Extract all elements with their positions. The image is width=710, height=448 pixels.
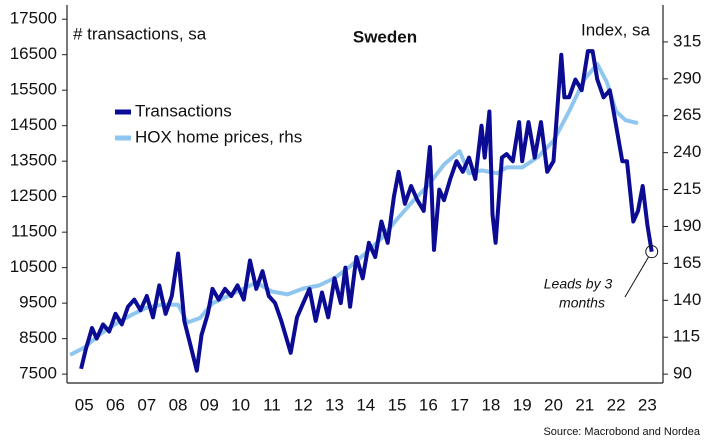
y-tick-label: 11500 <box>11 222 57 241</box>
y2-tick-label: 140 <box>673 290 701 309</box>
y2-tick-label: 165 <box>673 253 701 272</box>
series-line <box>79 49 654 373</box>
annotation: months <box>559 295 605 311</box>
y2-tick-label: 240 <box>673 142 701 161</box>
legend-label: Transactions <box>135 101 232 120</box>
y-tick-label: 12500 <box>10 186 57 205</box>
x-tick-label: 17 <box>450 395 469 414</box>
x-tick-label: 13 <box>325 395 344 414</box>
x-tick-label: 06 <box>106 395 125 414</box>
annotation-pointer <box>624 256 650 298</box>
x-tick-label: 11 <box>263 395 281 414</box>
x-tick-label: 08 <box>169 395 188 414</box>
x-tick-label: 14 <box>356 395 375 414</box>
x-tick-label: 18 <box>481 395 500 414</box>
x-tick-label: 05 <box>75 395 94 414</box>
x-tick-label: 09 <box>200 395 219 414</box>
annotation: Leads by 3 <box>544 276 613 292</box>
y2-tick-label: 265 <box>673 105 701 124</box>
x-tick-label: 15 <box>388 395 407 414</box>
x-tick-label: 22 <box>607 395 626 414</box>
annotation-circle <box>645 245 659 259</box>
y-tick-label: 13500 <box>10 151 57 170</box>
y2-axis-label: Index, sa <box>581 20 651 39</box>
y2-tick-label: 190 <box>673 216 701 235</box>
x-tick-label: 20 <box>544 395 563 414</box>
y-tick-label: 16500 <box>10 44 57 63</box>
legend-label: HOX home prices, rhs <box>135 127 302 146</box>
x-tick-label: 21 <box>575 395 594 414</box>
y-tick-label: 17500 <box>10 9 57 28</box>
y2-tick-label: 315 <box>673 31 701 50</box>
y-tick-label: 14500 <box>10 115 57 134</box>
x-tick-label: 10 <box>231 395 250 414</box>
source: Source: Macrobond and Nordea <box>543 426 700 438</box>
y2-tick-label: 115 <box>673 327 700 346</box>
y-tick-label: 15500 <box>10 80 57 99</box>
x-tick-label: 16 <box>419 395 438 414</box>
y-axis-label: # transactions, sa <box>73 24 207 43</box>
y2-tick-label: 290 <box>673 68 701 87</box>
y-tick-label: 8500 <box>19 328 57 347</box>
chart-title: Sweden <box>353 27 417 46</box>
y2-tick-label: 215 <box>673 179 701 198</box>
y-tick-label: 9500 <box>19 293 57 312</box>
y-tick-label: 7500 <box>19 364 57 383</box>
x-tick-label: 23 <box>638 395 657 414</box>
x-tick-label: 12 <box>294 395 313 414</box>
x-tick-label: 19 <box>513 395 532 414</box>
x-tick-label: 07 <box>137 395 156 414</box>
y2-tick-label: 90 <box>673 364 692 383</box>
y-tick-label: 10500 <box>10 257 57 276</box>
